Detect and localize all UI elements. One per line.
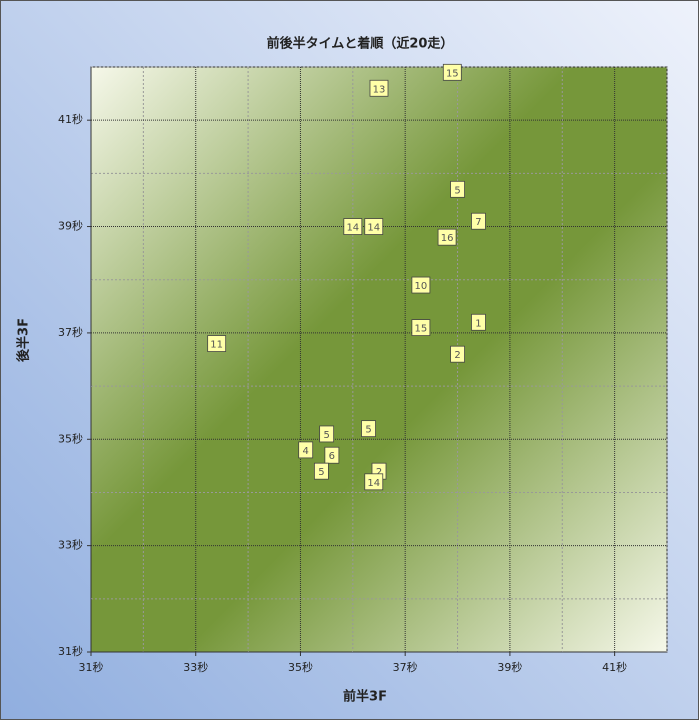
point-marker xyxy=(442,63,462,81)
chart-title: 前後半タイムと着順（近20走） xyxy=(267,36,454,52)
x-tick-label: 31秒 xyxy=(79,660,104,674)
y-tick-label: 41秒 xyxy=(58,112,83,126)
point-label: 15 xyxy=(446,68,459,79)
x-axis-label: 前半3F xyxy=(343,689,387,705)
y-tick-label: 35秒 xyxy=(58,431,83,445)
point-label: 5 xyxy=(365,425,371,436)
point-marker xyxy=(319,425,335,443)
point-marker xyxy=(450,180,465,198)
x-tick-label: 41秒 xyxy=(602,660,627,674)
point-marker xyxy=(471,313,486,331)
point-label: 6 xyxy=(329,451,335,462)
y-tick-label: 37秒 xyxy=(58,325,83,339)
point-label: 15 xyxy=(415,324,428,335)
point-marker xyxy=(324,446,340,464)
point-label: 5 xyxy=(454,185,460,196)
point-label: 7 xyxy=(475,217,481,228)
point-label: 14 xyxy=(367,478,380,489)
point-label: 2 xyxy=(376,467,382,478)
x-tick-label: 35秒 xyxy=(288,660,313,674)
x-tick-label: 37秒 xyxy=(393,660,418,674)
point-marker xyxy=(364,218,384,235)
point-label: 2 xyxy=(454,350,460,361)
point-marker xyxy=(437,228,457,246)
y-tick-label: 33秒 xyxy=(58,538,83,552)
point-marker xyxy=(364,473,384,491)
y-axis-label: 後半3F xyxy=(16,318,32,362)
y-tick-label: 31秒 xyxy=(58,644,83,658)
point-marker xyxy=(313,462,329,480)
point-marker xyxy=(471,212,486,230)
point-label: 14 xyxy=(367,223,380,234)
point-marker xyxy=(411,276,431,294)
point-marker xyxy=(450,345,465,363)
point-label: 1 xyxy=(475,318,481,329)
point-label: 5 xyxy=(323,430,329,441)
point-marker xyxy=(361,420,376,438)
plot-area xyxy=(90,66,668,653)
point-label: 14 xyxy=(346,223,359,234)
point-marker xyxy=(369,79,389,97)
point-marker xyxy=(411,319,431,336)
point-label: 13 xyxy=(373,84,386,95)
point-label: 10 xyxy=(415,281,428,292)
point-label: 4 xyxy=(303,446,309,457)
point-marker xyxy=(343,218,363,235)
y-tick-label: 39秒 xyxy=(58,219,83,233)
point-label: 11 xyxy=(210,340,223,351)
point-marker xyxy=(298,441,314,459)
point-marker xyxy=(207,335,227,352)
x-tick-label: 33秒 xyxy=(183,660,208,674)
point-label: 16 xyxy=(441,233,454,244)
x-tick-label: 39秒 xyxy=(497,660,522,674)
point-label: 5 xyxy=(318,467,324,478)
